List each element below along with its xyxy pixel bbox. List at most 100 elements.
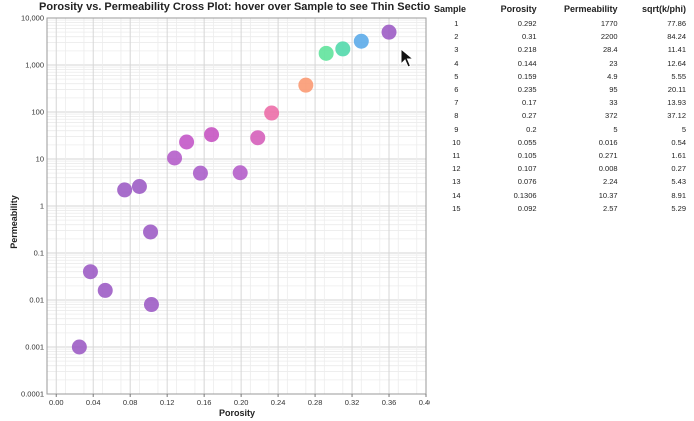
cell-sqrt-k-phi: 20.11 bbox=[667, 85, 686, 95]
data-point bbox=[131, 178, 147, 194]
y-tick-label: 10,000 bbox=[21, 14, 44, 23]
table-row[interactable]: 7 0.17 33 13.93 bbox=[430, 96, 690, 109]
data-point bbox=[143, 297, 159, 313]
y-tick-label: 1,000 bbox=[25, 61, 44, 70]
data-point bbox=[353, 33, 369, 49]
data-point bbox=[381, 24, 397, 40]
cell-sample: 12 bbox=[452, 164, 461, 174]
cell-sample: 8 bbox=[454, 111, 459, 121]
cell-permeability: 2.57 bbox=[602, 203, 618, 213]
cell-sqrt-k-phi: 77.86 bbox=[667, 19, 686, 29]
cell-sample: 1 bbox=[454, 19, 459, 29]
data-point bbox=[167, 150, 183, 166]
table-row[interactable]: 6 0.235 95 20.11 bbox=[430, 83, 690, 96]
x-tick-label: 0.28 bbox=[308, 398, 323, 407]
x-tick-label: 0.04 bbox=[86, 398, 101, 407]
data-point bbox=[232, 165, 248, 181]
x-tick-label: 0.36 bbox=[382, 398, 397, 407]
cell-sqrt-k-phi: 5.55 bbox=[671, 71, 686, 81]
table-row[interactable]: 13 0.076 2.24 5.43 bbox=[430, 175, 690, 188]
cell-porosity: 0.107 bbox=[517, 164, 537, 174]
x-axis-ticks: 0.00 0.04 0.08 0.12 0.16 0.20 0.24 0.28 0.32 0.36… bbox=[49, 394, 430, 407]
cell-porosity: 0.292 bbox=[517, 19, 537, 29]
x-tick-label: 0.00 bbox=[49, 398, 64, 407]
cell-porosity: 0.144 bbox=[517, 58, 537, 68]
chart-grid bbox=[47, 17, 427, 395]
cell-porosity: 0.1306 bbox=[513, 190, 537, 200]
cell-sample: 6 bbox=[454, 85, 459, 95]
table-row[interactable]: 4 0.144 23 12.64 bbox=[430, 57, 690, 70]
cell-permeability: 4.9 bbox=[607, 71, 618, 81]
cell-sqrt-k-phi: 5.43 bbox=[671, 177, 686, 187]
x-axis-title: Porosity bbox=[219, 408, 255, 418]
cell-permeability: 1770 bbox=[600, 19, 618, 29]
table-row[interactable]: 8 0.27 372 37.12 bbox=[430, 109, 690, 122]
y-tick-label: 0.001 bbox=[25, 343, 44, 352]
cell-permeability: 95 bbox=[609, 85, 618, 95]
table-row[interactable]: 15 0.092 2.57 5.29 bbox=[430, 202, 690, 215]
table-row[interactable]: 10 0.055 0.016 0.54 bbox=[430, 136, 690, 149]
table-row[interactable]: 5 0.159 4.9 5.55 bbox=[430, 70, 690, 83]
data-point bbox=[335, 41, 351, 57]
cell-porosity: 0.055 bbox=[517, 137, 537, 147]
x-tick-label: 0.24 bbox=[271, 398, 286, 407]
table-body: 1 0.292 1770 77.86 2 0.31 2200 84.24 3 0.218 28.4 1… bbox=[430, 17, 690, 215]
table-row[interactable]: 9 0.2 5 5 bbox=[430, 123, 690, 136]
table-row[interactable]: 3 0.218 28.4 11.41 bbox=[430, 43, 690, 56]
cell-sqrt-k-phi: 84.24 bbox=[667, 32, 686, 42]
cell-sqrt-k-phi: 0.27 bbox=[671, 164, 686, 174]
data-point bbox=[264, 105, 280, 121]
header-porosity: Porosity bbox=[500, 4, 537, 14]
sample-table-panel: Sample Porosity Permeability sqrt(k/phi)… bbox=[430, 2, 690, 215]
crossplot-chart: Porosity vs. Permeability Cross Plot: ho… bbox=[9, 1, 430, 418]
y-tick-label: 100 bbox=[31, 108, 44, 117]
cell-porosity: 0.159 bbox=[517, 71, 537, 81]
cell-sqrt-k-phi: 13.93 bbox=[667, 98, 686, 108]
data-point bbox=[71, 339, 87, 355]
x-tick-label: 0.12 bbox=[160, 398, 175, 407]
data-point bbox=[250, 130, 266, 146]
table-row[interactable]: 12 0.107 0.008 0.27 bbox=[430, 162, 690, 175]
cell-porosity: 0.17 bbox=[521, 98, 537, 108]
table-row[interactable]: 1 0.292 1770 77.86 bbox=[430, 17, 690, 30]
y-axis-ticks: 0.0001 0.001 0.01 0.1 1 10 100 1,000 10,000 bbox=[21, 14, 44, 399]
table-row[interactable]: 2 0.31 2200 84.24 bbox=[430, 30, 690, 43]
table-row[interactable]: 11 0.105 0.271 1.61 bbox=[430, 149, 690, 162]
cell-permeability: 5 bbox=[613, 124, 618, 134]
x-tick-label: 0.40 bbox=[419, 398, 430, 407]
cell-sqrt-k-phi: 12.64 bbox=[667, 58, 686, 68]
cell-sample: 13 bbox=[452, 177, 461, 187]
cell-sample: 14 bbox=[452, 190, 461, 200]
cell-porosity: 0.27 bbox=[521, 111, 537, 121]
y-tick-label: 10 bbox=[36, 155, 44, 164]
cell-permeability: 0.008 bbox=[598, 164, 618, 174]
chart-title: Porosity vs. Permeability Cross Plot: ho… bbox=[39, 1, 430, 13]
cell-permeability: 2200 bbox=[600, 32, 618, 42]
cell-permeability: 2.24 bbox=[602, 177, 618, 187]
x-tick-label: 0.08 bbox=[123, 398, 138, 407]
data-point bbox=[298, 77, 314, 93]
cell-sample: 5 bbox=[454, 71, 459, 81]
cell-sample: 10 bbox=[452, 137, 461, 147]
cell-sample: 7 bbox=[454, 98, 459, 108]
table-row[interactable]: 14 0.1306 10.37 8.91 bbox=[430, 188, 690, 201]
cell-sample: 11 bbox=[452, 150, 461, 160]
data-point bbox=[179, 134, 195, 150]
cell-permeability: 372 bbox=[605, 111, 618, 121]
header-sample: Sample bbox=[434, 4, 467, 14]
cell-porosity: 0.092 bbox=[517, 203, 537, 213]
data-point bbox=[82, 264, 98, 280]
y-tick-label: 0.01 bbox=[29, 296, 44, 305]
data-points bbox=[71, 24, 397, 355]
x-tick-label: 0.16 bbox=[197, 398, 212, 407]
cell-permeability: 23 bbox=[609, 58, 618, 68]
cell-sqrt-k-phi: 5 bbox=[681, 124, 686, 134]
cell-sqrt-k-phi: 5.29 bbox=[671, 203, 686, 213]
cell-sample: 3 bbox=[454, 45, 459, 55]
data-point bbox=[117, 182, 133, 198]
cell-sample: 15 bbox=[452, 203, 461, 213]
sample-table: Sample Porosity Permeability sqrt(k/phi)… bbox=[430, 2, 690, 215]
cell-sqrt-k-phi: 37.12 bbox=[667, 111, 686, 121]
cell-permeability: 10.37 bbox=[598, 190, 618, 200]
cell-sqrt-k-phi: 8.91 bbox=[671, 190, 686, 200]
